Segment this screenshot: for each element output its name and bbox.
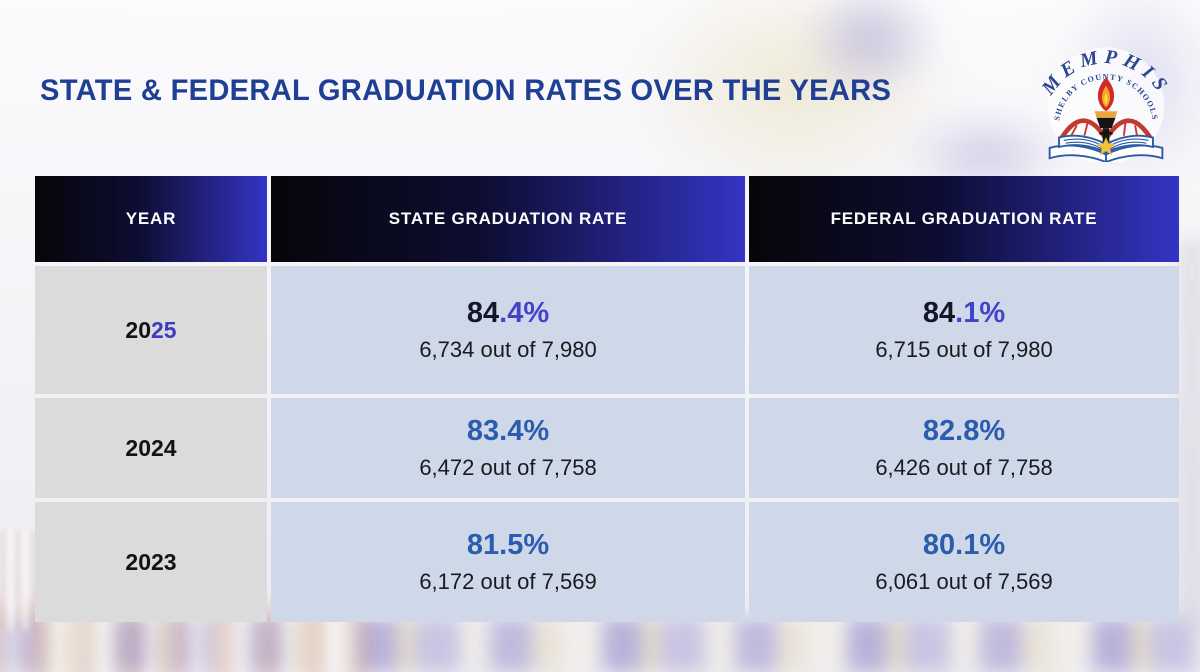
column-header-year: YEAR [35, 176, 267, 262]
year-cell-2025: 2025 [35, 266, 267, 394]
year-label-accent: 25 [151, 316, 177, 343]
column-header-federal-rate: FEDERAL GRADUATION RATE [749, 176, 1179, 262]
federal-rate-cell-2024: 82.8% 6,426 out of 7,758 [749, 398, 1179, 498]
state-rate-value: 84.4% [466, 296, 550, 329]
federal-rate-counts: 6,426 out of 7,758 [875, 454, 1053, 480]
column-header-state-rate: STATE GRADUATION RATE [271, 176, 745, 262]
state-rate-cell-2023: 81.5% 6,172 out of 7,569 [271, 502, 745, 622]
background-photo-strip [0, 618, 1200, 672]
federal-rate-value: 80.1% [922, 528, 1006, 561]
district-logo-icon: MEMPHIS SHELBY COUNTY SCHOOLS [1037, 46, 1169, 164]
page-title: STATE & FEDERAL GRADUATION RATES OVER TH… [40, 74, 892, 107]
background-photo-blur [800, 0, 940, 100]
state-rate-value: 83.4% [466, 414, 550, 447]
year-label: 2023 [125, 548, 177, 575]
background-photo-strip [0, 530, 36, 630]
federal-rate-cell-2025: 84.1% 6,715 out of 7,980 [749, 266, 1179, 394]
year-cell-2024: 2024 [35, 398, 267, 498]
star-icon [1096, 136, 1116, 156]
graduation-rates-table: YEAR STATE GRADUATION RATE FEDERAL GRADU… [35, 176, 1179, 622]
state-rate-value: 81.5% [466, 528, 550, 561]
background-photo-strip [1178, 240, 1200, 630]
memphis-shelby-county-schools-logo: MEMPHIS SHELBY COUNTY SCHOOLS [1028, 38, 1184, 164]
year-cell-2023: 2023 [35, 502, 267, 622]
state-rate-counts: 6,172 out of 7,569 [419, 568, 597, 594]
federal-rate-cell-2023: 80.1% 6,061 out of 7,569 [749, 502, 1179, 622]
state-rate-counts: 6,472 out of 7,758 [419, 454, 597, 480]
year-label: 2024 [125, 434, 177, 461]
federal-rate-value: 82.8% [922, 414, 1006, 447]
state-rate-cell-2025: 84.4% 6,734 out of 7,980 [271, 266, 745, 394]
federal-rate-counts: 6,715 out of 7,980 [875, 336, 1053, 362]
year-label: 20 [125, 316, 151, 343]
federal-rate-counts: 6,061 out of 7,569 [875, 568, 1053, 594]
federal-rate-value: 84.1% [922, 296, 1006, 329]
state-rate-cell-2024: 83.4% 6,472 out of 7,758 [271, 398, 745, 498]
state-rate-counts: 6,734 out of 7,980 [419, 336, 597, 362]
